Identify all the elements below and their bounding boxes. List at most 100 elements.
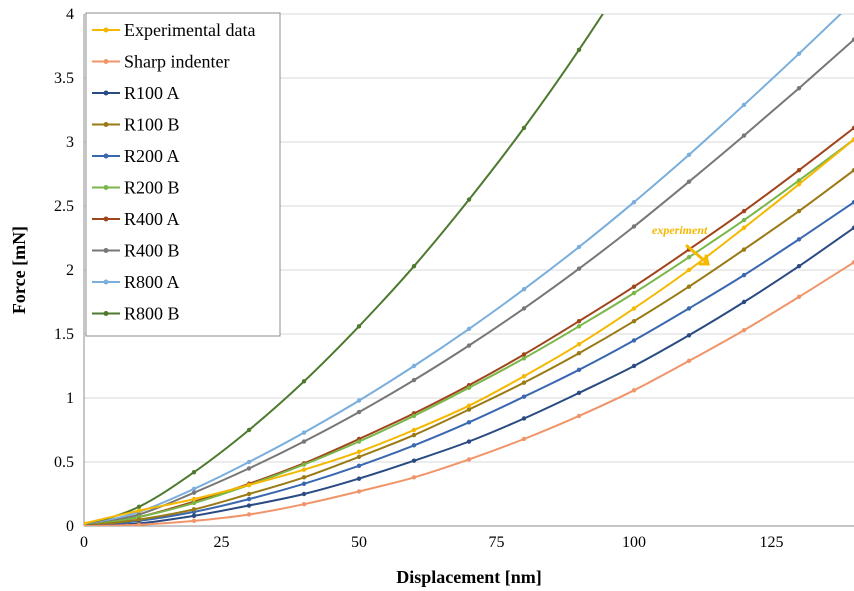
- x-tick-label: 125: [760, 534, 784, 551]
- data-point-r400-a: [796, 167, 802, 173]
- data-point-r100-b: [686, 284, 692, 289]
- series-line-r200-b: [84, 138, 854, 526]
- data-point-experimental-data: [686, 267, 692, 273]
- legend: Experimental data Sharp indenter R100 A R10…: [85, 12, 281, 337]
- data-point-sharp-indenter: [301, 502, 307, 507]
- data-point-r800-b: [136, 504, 142, 509]
- data-point-r100-b: [521, 380, 527, 385]
- data-point-sharp-indenter: [796, 294, 802, 300]
- y-tick-label: 3: [66, 134, 74, 151]
- tick-labels: 0 0.5 1 1.5 2 2.5 3 3.5 4 0 25 50 75 100 125: [54, 6, 784, 551]
- data-point-r800-b: [191, 470, 197, 475]
- data-point-r100-b: [631, 319, 637, 324]
- legend-label-r400-a: R400 A: [124, 209, 180, 229]
- legend-marker-r800-a: [103, 279, 109, 285]
- data-point-r200-b: [301, 462, 307, 467]
- data-point-r200-b: [631, 290, 637, 296]
- data-point-r400-b: [576, 266, 582, 271]
- data-point-r100-b: [466, 407, 472, 412]
- data-point-r800-b: [521, 125, 527, 131]
- data-point-r800-a: [301, 430, 307, 435]
- data-point-sharp-indenter: [631, 388, 637, 393]
- x-tick-label: 100: [622, 534, 646, 551]
- data-point-experimental-data: [851, 137, 854, 142]
- data-point-r400-b: [686, 179, 692, 184]
- legend-label-experimental-data: Experimental data: [124, 20, 255, 40]
- y-axis-title: Force [mN]: [9, 226, 29, 314]
- data-point-r100-a: [356, 476, 362, 481]
- y-tick-label: 4: [66, 6, 74, 23]
- data-point-r200-a: [466, 420, 472, 425]
- data-point-r100-a: [741, 299, 747, 305]
- x-tick-label: 75: [489, 534, 505, 551]
- data-point-r200-a: [686, 306, 692, 311]
- data-point-r100-a: [686, 333, 692, 338]
- series-line-r100-a: [84, 226, 854, 526]
- data-point-sharp-indenter: [466, 457, 472, 462]
- data-point-r200-b: [356, 439, 362, 444]
- data-point-r200-b: [466, 385, 472, 390]
- legend-label-r800-b: R800 B: [124, 304, 180, 324]
- data-point-r400-b: [631, 224, 637, 229]
- legend-marker-r400-b: [103, 248, 109, 253]
- legend-marker-r200-a: [103, 153, 109, 159]
- data-point-r800-a: [246, 459, 252, 465]
- series-line-r800-b: [84, 14, 604, 526]
- data-point-r400-b: [301, 439, 307, 444]
- annotation-arrow: [685, 244, 710, 266]
- data-point-r800-a: [411, 363, 417, 369]
- data-point-r100-b: [411, 432, 417, 438]
- data-point-r100-b: [191, 507, 197, 512]
- data-point-r200-b: [411, 413, 417, 419]
- data-point-r200-b: [191, 500, 197, 506]
- data-point-r100-a: [191, 513, 197, 518]
- data-point-r400-b: [466, 343, 472, 348]
- data-point-r200-a: [411, 443, 417, 448]
- legend-label-r100-a: R100 A: [124, 83, 180, 103]
- data-point-sharp-indenter: [356, 489, 362, 494]
- data-point-r100-b: [576, 351, 582, 356]
- data-point-r200-a: [521, 394, 527, 399]
- data-point-r400-b: [191, 490, 197, 495]
- x-tick-label: 0: [80, 534, 88, 551]
- data-point-r100-b: [356, 454, 362, 460]
- data-point-r800-b: [411, 263, 417, 269]
- data-point-r400-a: [576, 319, 582, 324]
- y-tick-label: 2.5: [54, 198, 74, 215]
- data-point-experimental-data: [796, 182, 802, 187]
- data-point-sharp-indenter: [411, 475, 417, 480]
- data-point-sharp-indenter: [191, 518, 197, 524]
- data-point-r800-a: [576, 244, 582, 250]
- y-tick-label: 2: [66, 262, 74, 279]
- data-point-r800-b: [356, 324, 362, 329]
- data-point-experimental-data: [741, 225, 747, 230]
- data-point-r100-a: [631, 363, 637, 369]
- data-point-experimental-data: [301, 467, 307, 472]
- data-point-experimental-data: [356, 449, 362, 454]
- data-point-r800-b: [466, 197, 472, 202]
- data-point-experimental-data: [576, 342, 582, 347]
- x-tick-label: 25: [214, 534, 230, 551]
- annotation-label: experiment: [652, 223, 708, 237]
- data-point-r200-a: [356, 463, 362, 469]
- legend-marker-experimental-data: [103, 27, 109, 33]
- legend-label-r200-a: R200 A: [124, 146, 180, 166]
- data-point-r100-b: [741, 247, 747, 252]
- data-point-experimental-data: [466, 403, 472, 408]
- y-tick-label: 0.5: [54, 454, 74, 471]
- data-point-r100-a: [576, 390, 582, 396]
- data-point-r100-b: [851, 167, 854, 173]
- legend-marker-r100-b: [103, 122, 109, 127]
- data-point-r200-a: [631, 338, 637, 343]
- legend-label-sharp-indenter: Sharp indenter: [124, 52, 229, 72]
- data-point-r100-b: [301, 475, 307, 480]
- data-point-experimental-data: [411, 427, 417, 433]
- legend-marker-r800-b: [103, 311, 109, 316]
- data-point-r100-b: [796, 208, 802, 214]
- data-point-r800-b: [246, 427, 252, 433]
- data-point-r800-a: [466, 326, 472, 332]
- data-point-experimental-data: [84, 521, 87, 526]
- data-point-r800-a: [686, 152, 692, 157]
- data-point-r200-a: [576, 367, 582, 373]
- series-line-experimental-data: [84, 138, 854, 525]
